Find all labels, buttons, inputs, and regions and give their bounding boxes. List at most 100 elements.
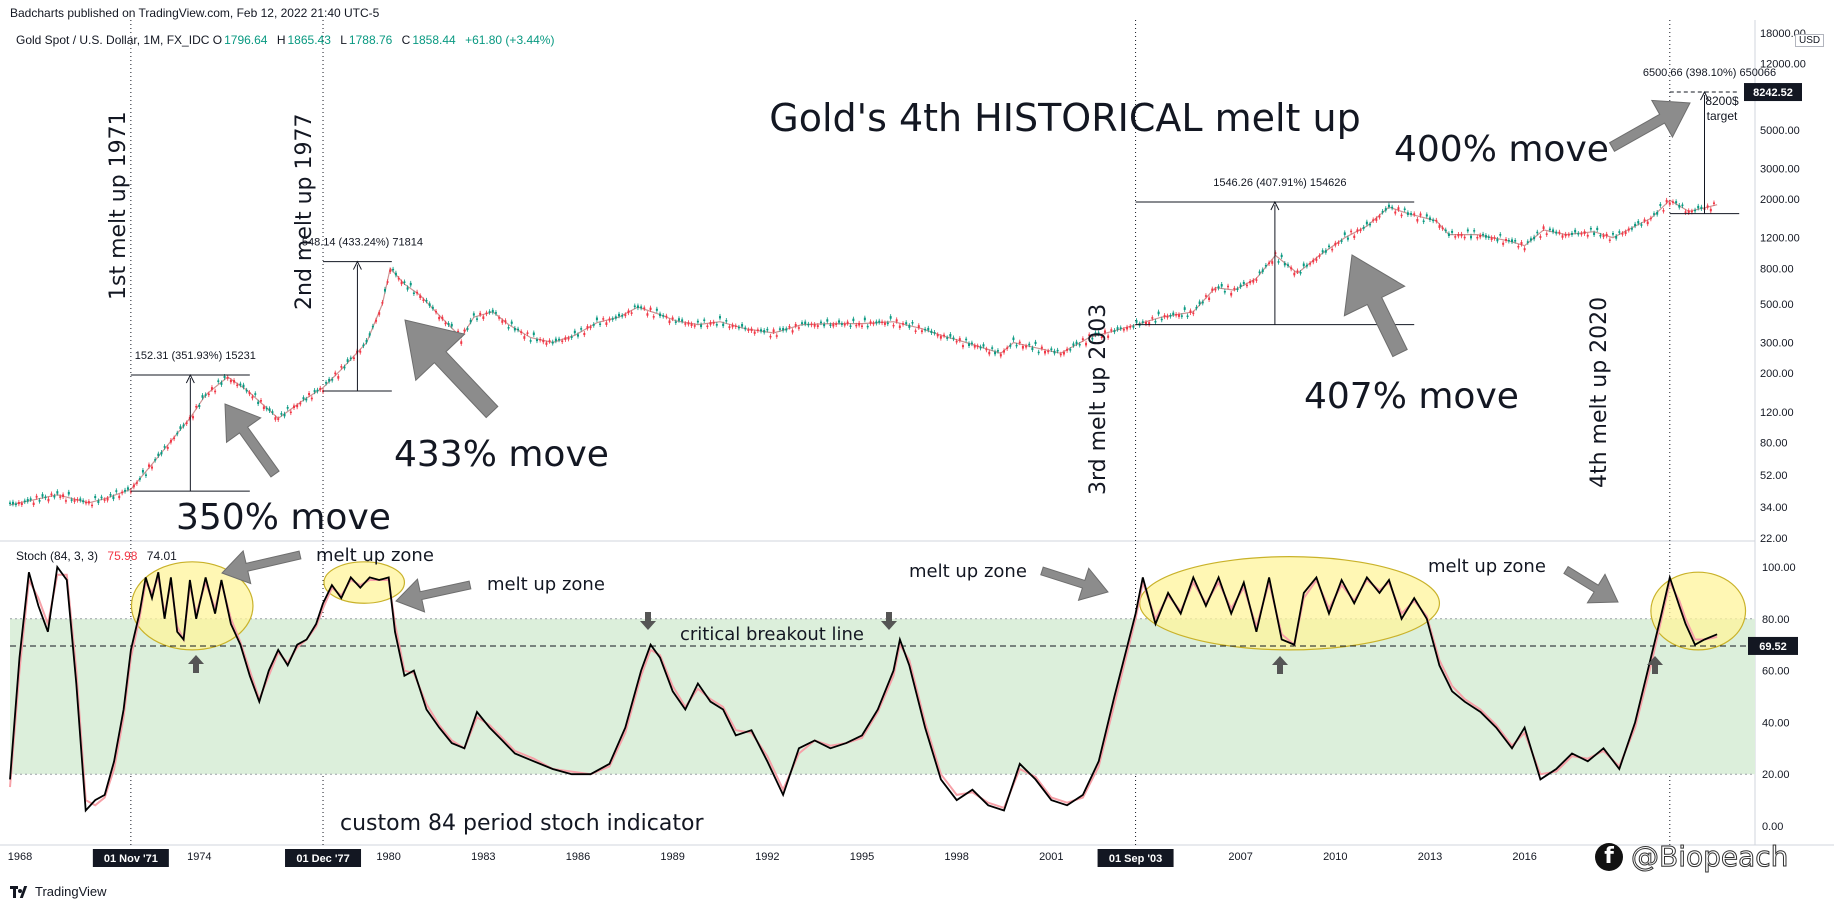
candle-body xyxy=(365,339,368,343)
candle-body xyxy=(643,307,646,309)
up-marker-icon xyxy=(188,655,204,673)
candle-body xyxy=(1091,337,1094,340)
candle-body xyxy=(1227,285,1230,288)
candle-body xyxy=(1350,230,1353,233)
candle-body xyxy=(999,354,1002,357)
melt-up-year-label: 1st melt up 1971 xyxy=(106,111,131,300)
price-tick-label: 5000.00 xyxy=(1760,125,1800,137)
tradingview-footer[interactable]: TradingView xyxy=(10,884,107,899)
candle-body xyxy=(425,299,428,302)
candle-body xyxy=(1517,245,1520,248)
candle-body xyxy=(970,342,973,345)
candle-body xyxy=(988,351,991,355)
candle-body xyxy=(826,319,829,322)
candle-body xyxy=(1671,201,1674,203)
candle-body xyxy=(624,314,627,317)
candle-body xyxy=(1318,255,1321,257)
time-highlight-label: 01 Sep '03 xyxy=(1109,853,1162,865)
candle-body xyxy=(952,337,955,340)
candle-body xyxy=(346,359,349,362)
candle-body xyxy=(756,329,759,331)
candle-body xyxy=(1372,219,1375,221)
candle-body xyxy=(852,318,855,322)
candle-body xyxy=(1548,228,1551,231)
candle-body xyxy=(677,318,680,321)
stoch-label-box xyxy=(1748,636,1798,655)
candle-body xyxy=(1539,236,1542,238)
candle-body xyxy=(507,327,510,329)
candle-body xyxy=(838,320,841,323)
melt-up-zone-label: melt up zone xyxy=(316,545,434,566)
candle-body xyxy=(118,495,121,499)
candle-body xyxy=(621,315,624,317)
candle-body xyxy=(416,291,419,294)
candle-body xyxy=(985,348,988,351)
candle-body xyxy=(316,389,319,392)
candle-body xyxy=(526,332,529,334)
candle-body xyxy=(310,397,313,400)
ohlc-open: O 1796.64 xyxy=(212,33,268,47)
measure-arrowhead xyxy=(1270,200,1280,211)
candle-body xyxy=(383,288,386,292)
candle-body xyxy=(958,338,961,341)
candle-body xyxy=(1166,315,1169,318)
candle-body xyxy=(595,317,598,321)
candle-body xyxy=(1653,213,1656,215)
time-tick-label: 2010 xyxy=(1323,851,1347,863)
candle-body xyxy=(927,327,930,331)
candle-body xyxy=(807,323,810,326)
candle-body xyxy=(1097,332,1100,335)
candle-body xyxy=(251,396,254,399)
up-marker-icon xyxy=(1272,656,1288,674)
candle-body xyxy=(1103,330,1106,333)
candle-body xyxy=(1154,320,1157,323)
candle-body xyxy=(1177,314,1180,317)
candle-body xyxy=(1283,263,1286,266)
stoch-tick-label: 80.00 xyxy=(1762,614,1790,626)
candle-body xyxy=(403,281,406,283)
candle-body xyxy=(1144,322,1147,325)
candle-body xyxy=(64,500,67,502)
candle-body xyxy=(627,310,630,314)
stoch-tick-label: 60.00 xyxy=(1762,666,1790,678)
price-tick-label: 200.00 xyxy=(1760,368,1794,380)
candle-body xyxy=(1545,233,1548,235)
measure-arrowhead xyxy=(352,260,362,270)
candle-body xyxy=(359,350,362,353)
candle-body xyxy=(991,347,994,349)
candle-body xyxy=(753,331,756,334)
candle-body xyxy=(788,326,791,328)
candle-body xyxy=(166,446,169,449)
candle-body xyxy=(1690,210,1693,213)
candle-body xyxy=(1580,233,1583,235)
stoch-tick-label: 0.00 xyxy=(1762,821,1783,833)
candle-body xyxy=(1249,280,1252,284)
candle-body xyxy=(1044,350,1047,354)
melt-up-zone-label: melt up zone xyxy=(487,574,605,595)
candle-body xyxy=(207,393,210,396)
candle-body xyxy=(1599,234,1602,237)
candle-body xyxy=(561,340,564,343)
candle-body xyxy=(1391,206,1394,209)
candle-body xyxy=(933,332,936,334)
price-tick-label: 3000.00 xyxy=(1760,163,1800,175)
candle-body xyxy=(412,292,415,295)
candle-body xyxy=(1451,230,1454,233)
candle-body xyxy=(1428,217,1431,220)
currency-button[interactable]: USD xyxy=(1795,34,1825,47)
candle-body xyxy=(1160,318,1163,321)
candle-body xyxy=(1204,295,1207,297)
candle-body xyxy=(1223,291,1226,293)
candle-body xyxy=(220,382,223,385)
candle-body xyxy=(491,309,494,313)
tradingview-logo-icon xyxy=(10,885,30,898)
candle-body xyxy=(687,322,690,325)
candle-body xyxy=(400,281,403,285)
candle-body xyxy=(1062,351,1065,355)
candle-body xyxy=(1555,231,1558,234)
candle-body xyxy=(1618,231,1621,233)
time-highlight-box xyxy=(92,849,169,867)
candle-body xyxy=(1637,221,1640,224)
candle-body xyxy=(422,299,425,301)
candle-body xyxy=(210,387,213,390)
